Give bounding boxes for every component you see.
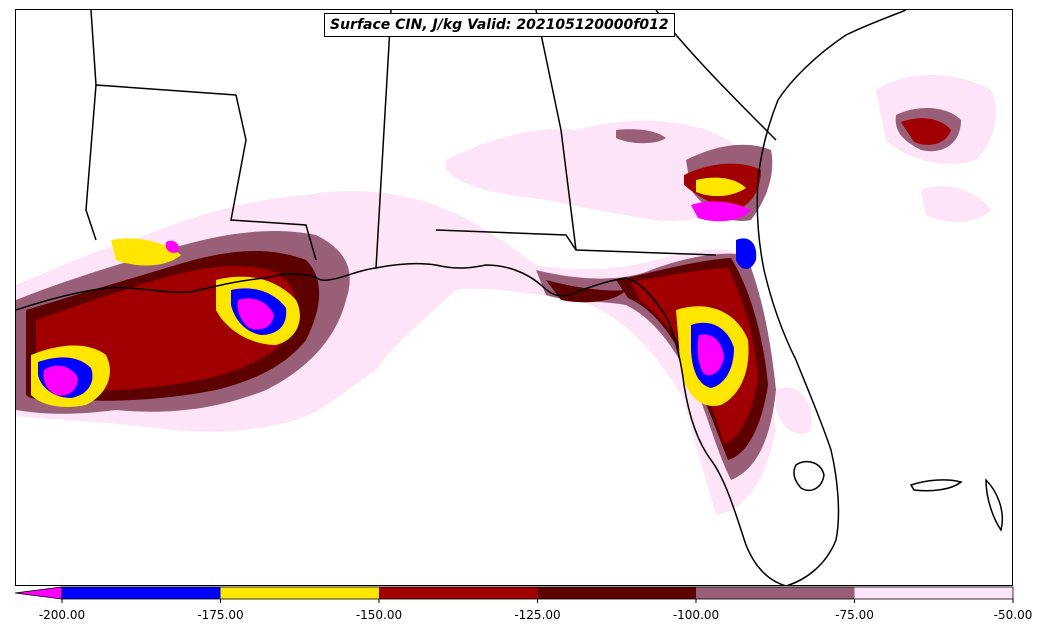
state-border-ar-la (85, 84, 97, 241)
colorbar-bin-0 (62, 587, 221, 599)
colorbar-tick-label: -50.00 (993, 608, 1033, 622)
state-border-al-ga (535, 10, 717, 256)
colorbar-tick-label: -100.00 (672, 608, 720, 622)
colorbar-tick-label: -75.00 (835, 608, 874, 622)
colorbar-tick-label: -175.00 (197, 608, 244, 622)
map-title: Surface CIN, J/kg Valid: 202105120000f01… (324, 13, 675, 37)
colorbar-ticks (61, 599, 1014, 603)
state-border-fl-ga (435, 229, 577, 251)
colorbar-bin-4 (696, 587, 855, 599)
colorbar-tick-label: -200.00 (38, 608, 86, 622)
colorbar-bin-1 (220, 587, 379, 599)
map-panel (15, 9, 1013, 586)
bahamas-andros (985, 478, 1003, 532)
colorbar-outline (61, 586, 1014, 600)
bahamas-coast (909, 479, 963, 492)
state-border-la-ms (230, 94, 317, 261)
gulf-coastline (16, 10, 907, 585)
cin-band-magenta (43, 201, 751, 396)
colorbar-bin-2 (379, 587, 538, 599)
colorbar-bins (62, 587, 1013, 599)
state-border-tn (90, 10, 237, 96)
colorbar-tick-label: -125.00 (514, 608, 561, 622)
colorbar-tick-label: -150.00 (355, 608, 403, 622)
colorbar-bin-5 (854, 587, 1013, 599)
cin-map (16, 10, 1003, 585)
state-border-ms-al (375, 10, 392, 269)
colorbar-under-extension (14, 586, 63, 600)
lake-okeechobee (793, 460, 825, 492)
colorbar-bin-3 (537, 587, 696, 599)
